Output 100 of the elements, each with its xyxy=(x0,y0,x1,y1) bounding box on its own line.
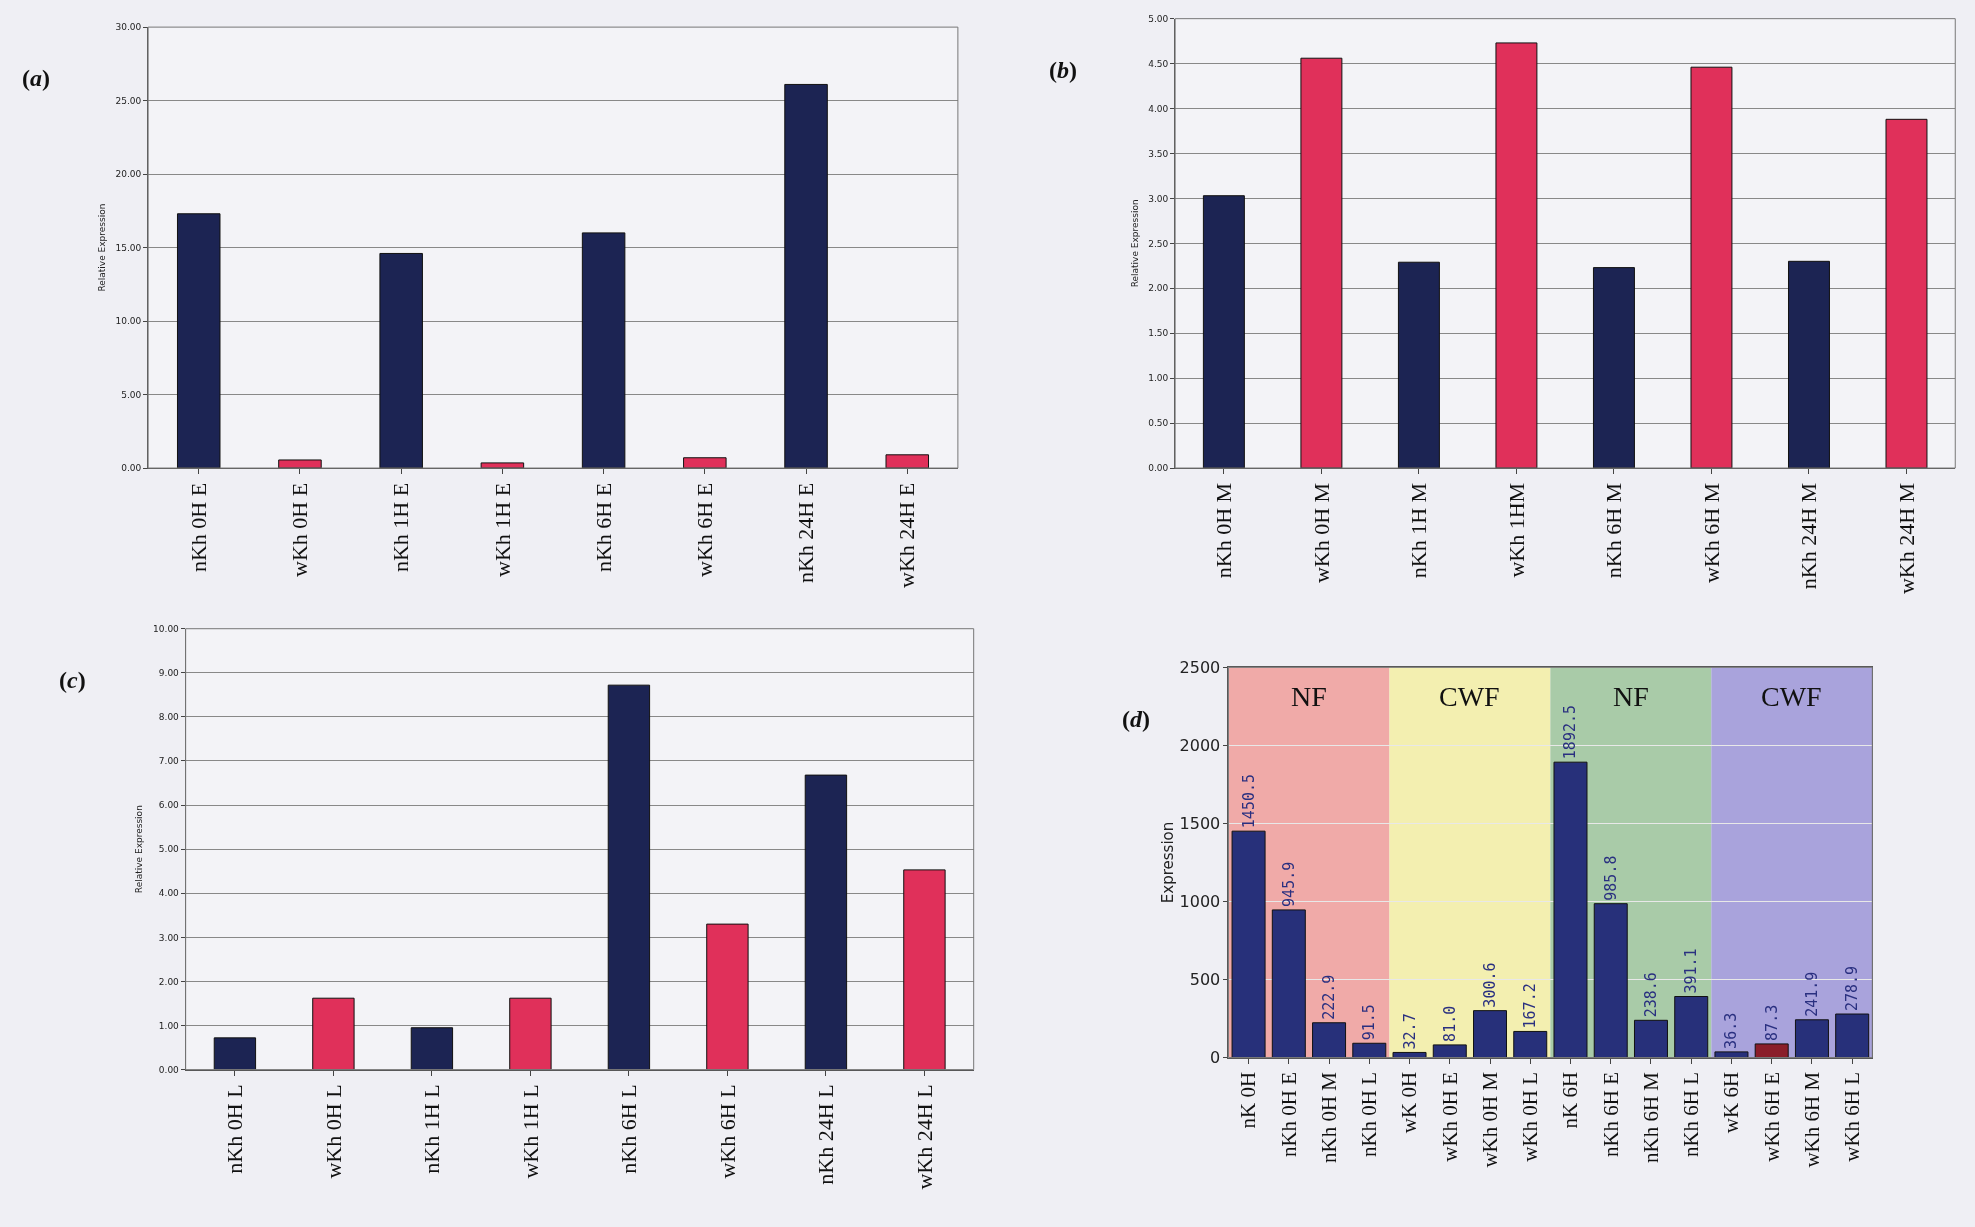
bar xyxy=(1593,903,1628,1058)
y-axis-title: Relative Expression xyxy=(1129,199,1140,288)
x-tick-label: nKh 1H L xyxy=(419,1084,445,1174)
x-tick-label: wKh 0H M xyxy=(1308,482,1334,584)
x-tick-label: wKh 0H M xyxy=(1477,1071,1502,1168)
data-label: 391.1 xyxy=(1682,948,1701,994)
data-label: 167.2 xyxy=(1521,983,1540,1029)
bar xyxy=(410,1027,454,1070)
x-tick-label: wK 6H xyxy=(1719,1071,1744,1134)
y-tick-label: 9.00 xyxy=(158,667,180,678)
y-tick-label: 10.00 xyxy=(153,623,180,634)
y-tick-label: 0.00 xyxy=(121,463,142,474)
bar xyxy=(1495,42,1538,469)
y-tick-label: 1.00 xyxy=(158,1020,180,1031)
band-label: NF xyxy=(1291,681,1327,712)
bar xyxy=(1794,1019,1829,1058)
x-tick-label: nK 6H xyxy=(1558,1071,1583,1129)
y-tick-label: 3.00 xyxy=(158,932,180,943)
band-label: CWF xyxy=(1439,681,1500,712)
bar xyxy=(581,232,626,469)
x-tick-label: wKh 0H L xyxy=(1518,1071,1543,1162)
bar xyxy=(706,923,749,1070)
y-tick-label: 4.00 xyxy=(158,888,180,899)
x-tick-label: wKh 0H E xyxy=(1437,1071,1462,1162)
x-tick-label: nKh 0H M xyxy=(1211,482,1237,579)
bar xyxy=(784,83,828,469)
x-tick-label: wKh 6H M xyxy=(1698,482,1724,584)
bar xyxy=(1714,1051,1749,1058)
bar xyxy=(176,213,221,469)
y-tick-label: 6.00 xyxy=(158,800,180,811)
band-label: NF xyxy=(1613,681,1649,712)
y-tick-label: 1.50 xyxy=(1148,328,1169,339)
x-tick-label: wKh 6H E xyxy=(691,482,717,577)
y-axis-title: Relative Expression xyxy=(96,203,107,292)
bar xyxy=(1553,761,1588,1058)
text: (a) xyxy=(22,65,50,91)
y-axis-title: Relative Expression xyxy=(134,805,145,894)
x-tick-label: nKh 0H L xyxy=(1357,1071,1382,1158)
text: (c) xyxy=(59,667,86,693)
y-tick-label: 0.00 xyxy=(158,1064,180,1075)
bar xyxy=(509,997,552,1070)
y-tick-label: 2.00 xyxy=(1148,283,1169,294)
y-tick-label: 1000 xyxy=(1179,892,1221,912)
x-tick-label: nKh 0H M xyxy=(1316,1071,1341,1163)
text: (d) xyxy=(1122,706,1150,732)
x-tick-label: wKh 6H M xyxy=(1799,1071,1824,1168)
bar xyxy=(1397,261,1440,469)
x-tick-label: wKh 0H L xyxy=(320,1084,346,1179)
data-label: 32.7 xyxy=(1400,1013,1419,1050)
bar xyxy=(213,1037,257,1070)
y-tick-label: 0.50 xyxy=(1148,418,1169,429)
x-tick-label: wKh 1H L xyxy=(517,1084,543,1179)
x-tick-label: nKh 6H E xyxy=(1598,1071,1623,1158)
y-axis-title: Expression xyxy=(1158,821,1177,904)
bar xyxy=(1690,66,1733,469)
x-tick-label: wKh 24H M xyxy=(1893,482,1919,595)
x-tick-label: wKh 6H L xyxy=(714,1084,740,1179)
y-tick-label: 10.00 xyxy=(115,316,142,327)
bar xyxy=(903,869,946,1070)
data-label: 36.3 xyxy=(1722,1012,1741,1049)
data-label: 81.0 xyxy=(1440,1005,1459,1042)
bar xyxy=(480,462,525,469)
y-tick-label: 1500 xyxy=(1179,814,1221,834)
bar xyxy=(607,684,651,1070)
data-label: 278.9 xyxy=(1843,965,1862,1012)
x-tick-label: nKh 6H M xyxy=(1601,482,1627,579)
bar xyxy=(312,997,355,1070)
x-tick-label: nK 0H xyxy=(1236,1071,1261,1129)
band-label: CWF xyxy=(1761,681,1822,712)
bar xyxy=(1885,118,1928,469)
bar xyxy=(683,457,727,469)
y-tick-label: 500 xyxy=(1189,970,1221,990)
bar xyxy=(1202,195,1245,469)
y-tick-label: 20.00 xyxy=(115,169,142,180)
data-label: 1450.5 xyxy=(1239,773,1258,829)
data-label: 1892.5 xyxy=(1561,704,1580,760)
x-tick-label: wKh 6H L xyxy=(1840,1071,1865,1162)
x-tick-label: nKh 24H E xyxy=(793,482,819,584)
bar xyxy=(1312,1022,1347,1058)
x-tick-label: nKh 24H M xyxy=(1796,482,1822,590)
y-tick-label: 4.50 xyxy=(1148,58,1169,69)
y-tick-label: 3.50 xyxy=(1148,148,1169,159)
data-label: 222.9 xyxy=(1320,974,1339,1020)
x-tick-label: wKh 6H E xyxy=(1759,1071,1784,1162)
y-tick-label: 2500 xyxy=(1179,657,1221,677)
x-tick-label: nKh 1H M xyxy=(1406,482,1432,579)
bar xyxy=(1754,1043,1789,1058)
x-tick-label: nKh 6H L xyxy=(1679,1071,1704,1158)
y-tick-label: 8.00 xyxy=(158,712,180,723)
bar xyxy=(1788,260,1830,469)
x-tick-label: nKh 0H E xyxy=(185,482,211,573)
y-tick-label: 2000 xyxy=(1179,736,1221,755)
bar xyxy=(1835,1013,1870,1058)
bar xyxy=(1432,1044,1467,1058)
y-tick-label: 1.00 xyxy=(1148,373,1169,384)
bar xyxy=(1352,1042,1387,1058)
data-label: 91.5 xyxy=(1360,1004,1379,1041)
x-tick-label: nKh 0H E xyxy=(1276,1071,1301,1158)
data-label: 87.3 xyxy=(1762,1004,1781,1041)
y-tick-label: 5.00 xyxy=(121,389,142,400)
